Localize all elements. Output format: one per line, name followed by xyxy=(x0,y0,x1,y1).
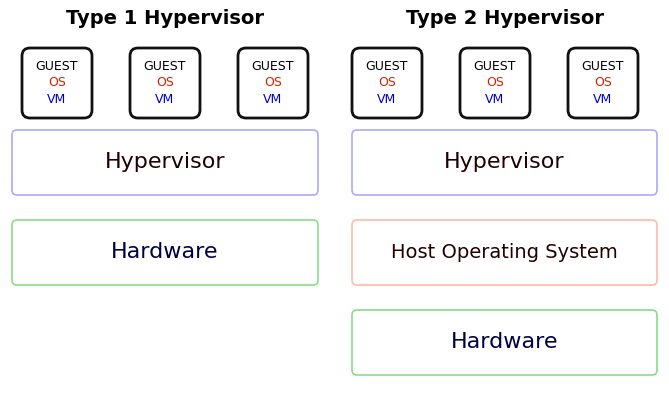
FancyBboxPatch shape xyxy=(352,220,657,285)
FancyBboxPatch shape xyxy=(352,130,657,195)
Text: GUEST: GUEST xyxy=(582,60,624,73)
Text: Hypervisor: Hypervisor xyxy=(104,152,225,172)
Text: GUEST: GUEST xyxy=(35,60,78,73)
FancyBboxPatch shape xyxy=(352,310,657,375)
Text: Host Operating System: Host Operating System xyxy=(391,243,618,262)
Text: GUEST: GUEST xyxy=(252,60,294,73)
Text: VM: VM xyxy=(264,93,282,106)
Text: GUEST: GUEST xyxy=(144,60,186,73)
Text: Type 2 Hypervisor: Type 2 Hypervisor xyxy=(405,8,603,27)
FancyBboxPatch shape xyxy=(22,48,92,118)
Text: VM: VM xyxy=(593,93,613,106)
Text: Hardware: Hardware xyxy=(111,242,219,263)
FancyBboxPatch shape xyxy=(130,48,200,118)
FancyBboxPatch shape xyxy=(568,48,638,118)
Text: VM: VM xyxy=(377,93,397,106)
Text: VM: VM xyxy=(486,93,504,106)
Text: Hardware: Hardware xyxy=(451,332,558,353)
Text: OS: OS xyxy=(378,76,396,90)
Text: VM: VM xyxy=(47,93,67,106)
Text: Type 1 Hypervisor: Type 1 Hypervisor xyxy=(66,8,264,27)
Text: OS: OS xyxy=(486,76,504,90)
FancyBboxPatch shape xyxy=(12,220,318,285)
Text: VM: VM xyxy=(155,93,175,106)
Text: OS: OS xyxy=(156,76,174,90)
Text: GUEST: GUEST xyxy=(474,60,516,73)
Text: OS: OS xyxy=(594,76,612,90)
Text: GUEST: GUEST xyxy=(366,60,408,73)
FancyBboxPatch shape xyxy=(352,48,422,118)
FancyBboxPatch shape xyxy=(12,130,318,195)
Text: Hypervisor: Hypervisor xyxy=(444,152,565,172)
FancyBboxPatch shape xyxy=(238,48,308,118)
Text: OS: OS xyxy=(48,76,66,90)
Text: OS: OS xyxy=(264,76,282,90)
FancyBboxPatch shape xyxy=(460,48,530,118)
